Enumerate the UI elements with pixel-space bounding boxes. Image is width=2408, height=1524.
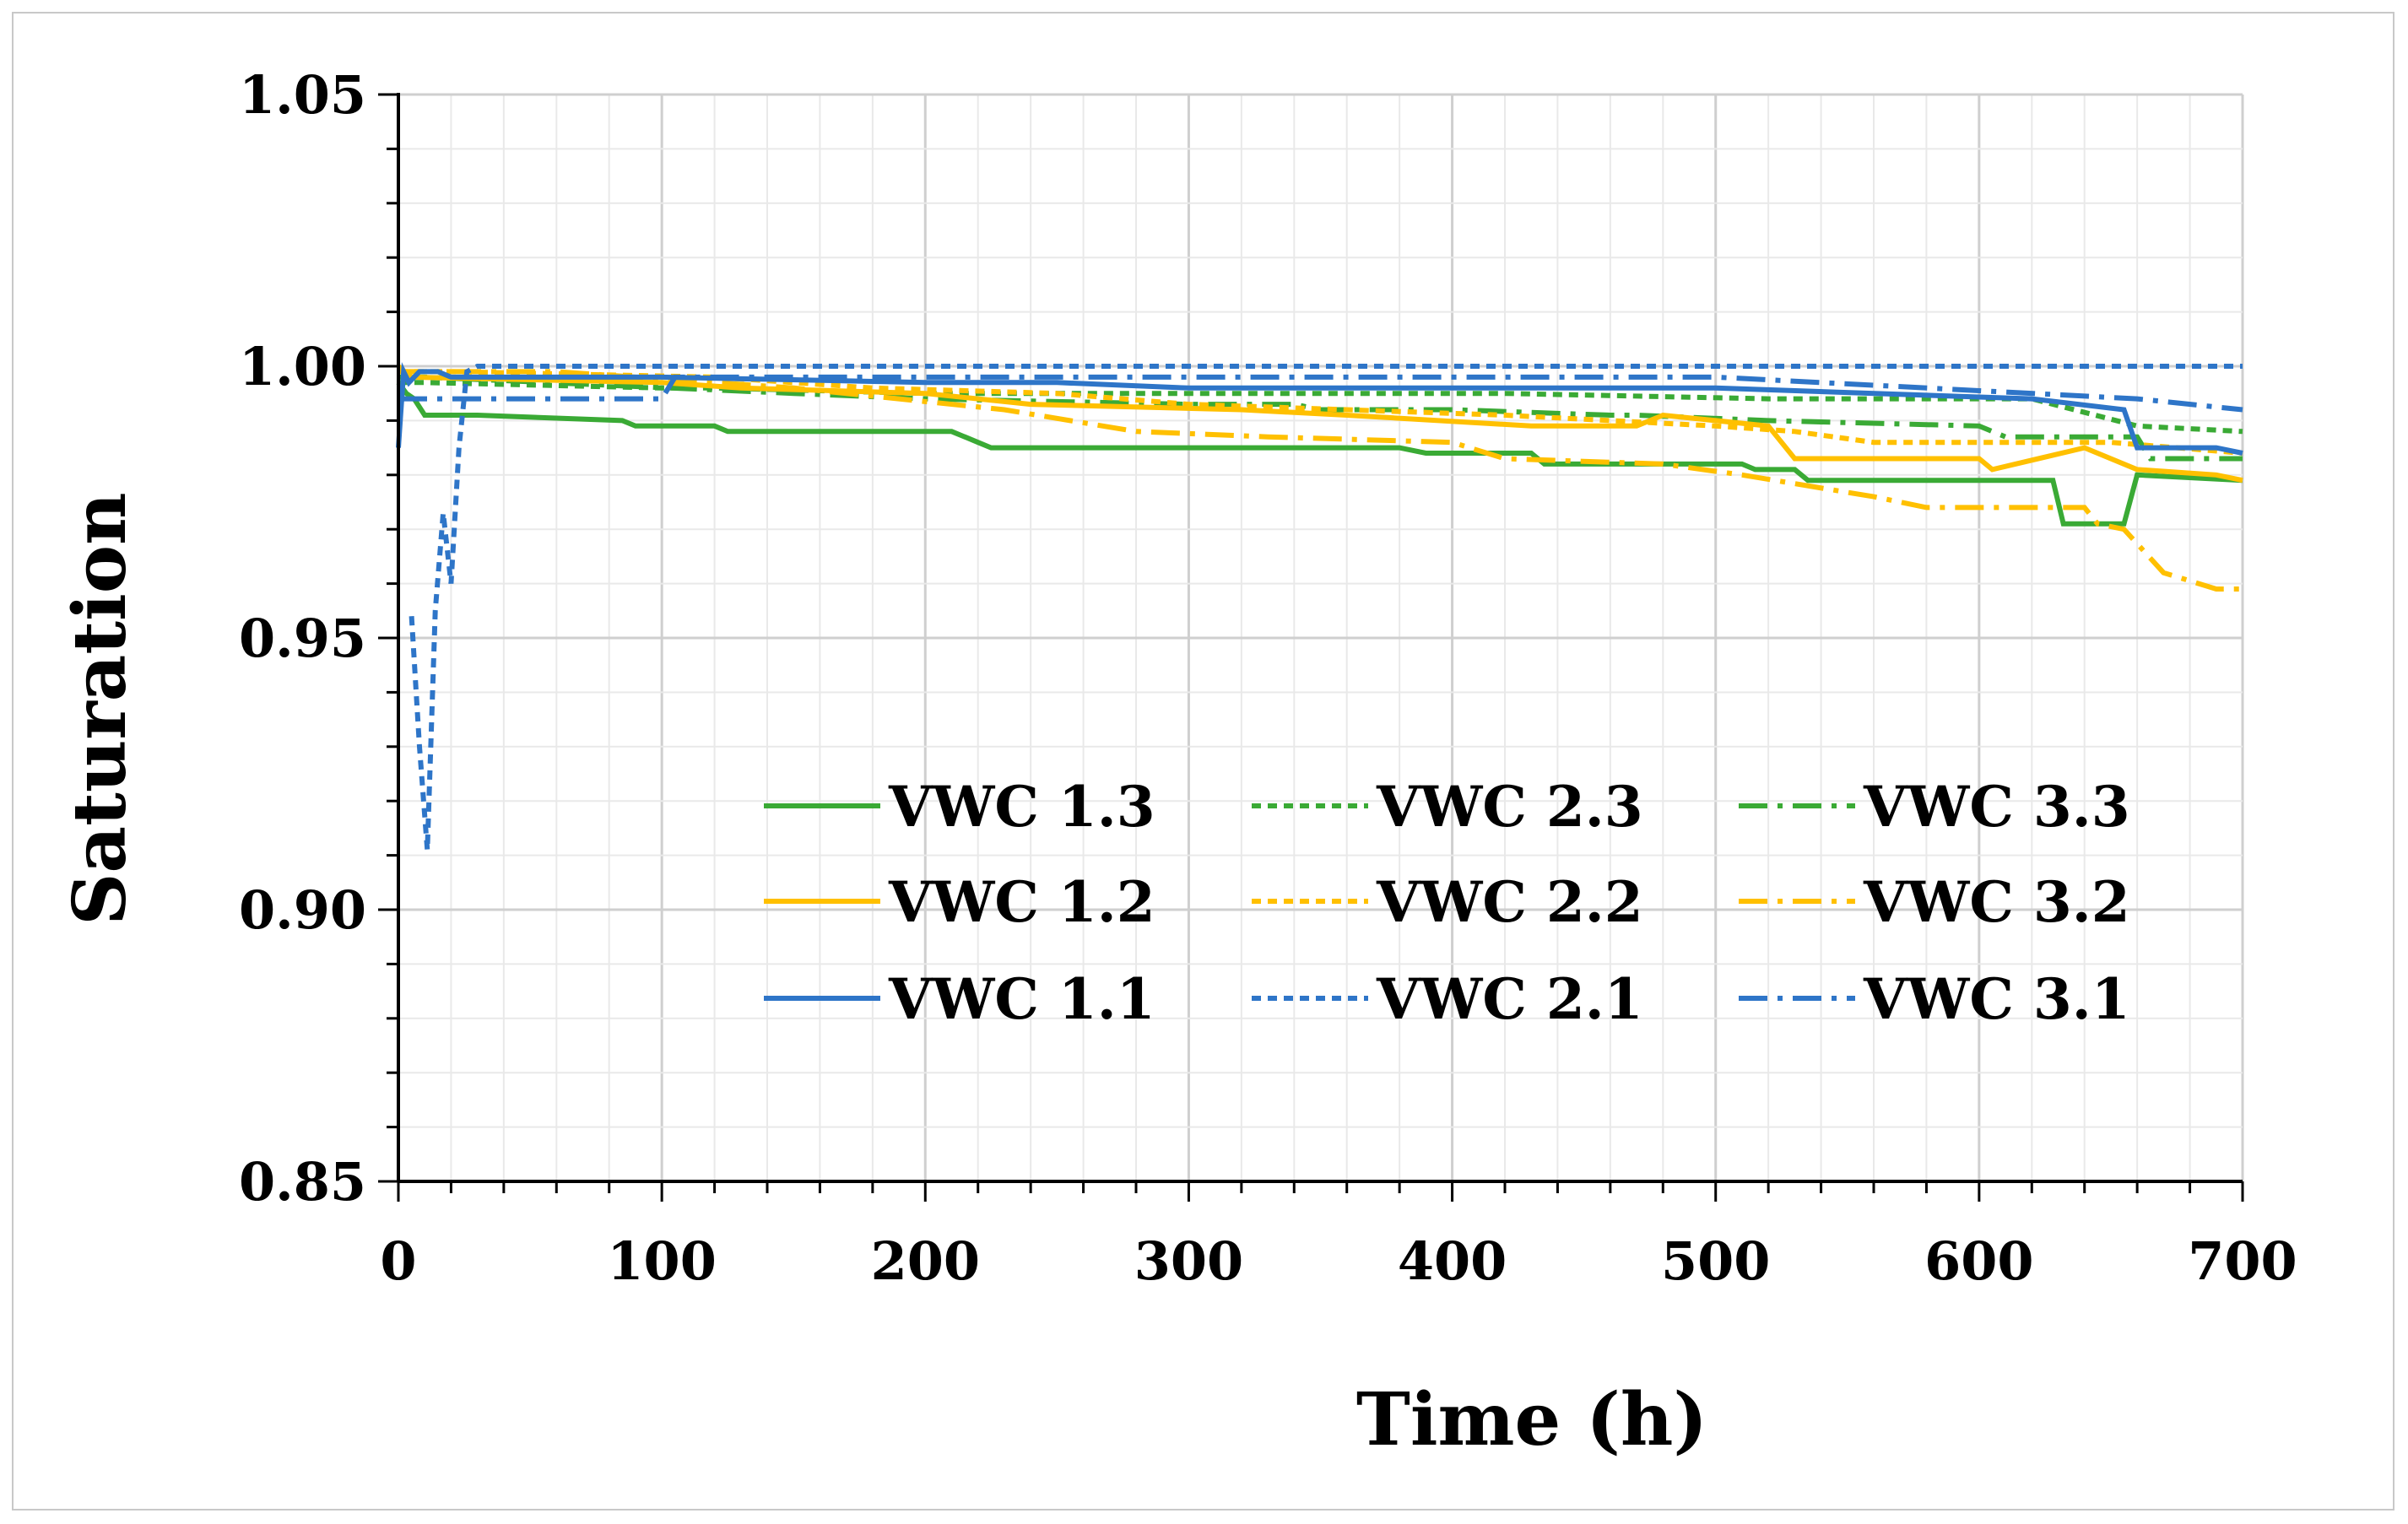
legend: VWC 1.3 VWC 2.3 VWC 3.3 VWC 1.2 VWC 2.2 VWC 3… <box>764 774 2130 1032</box>
x-tick-label: 0 <box>380 1230 416 1292</box>
y-tick-label: 1.00 <box>239 336 366 397</box>
series-line-2-1 <box>409 364 2243 851</box>
legend-label: VWC 3.3 <box>1863 774 2130 840</box>
y-tick-label: 1.05 <box>239 64 366 126</box>
legend-entry: VWC 1.2 <box>764 869 1155 935</box>
legend-label: VWC 3.1 <box>1863 966 2130 1032</box>
legend-label: VWC 3.2 <box>1863 869 2130 935</box>
x-axis-title: Time (h) <box>1356 1377 1707 1462</box>
x-tick-label: 100 <box>607 1230 716 1292</box>
legend-label: VWC 2.3 <box>1376 774 1643 840</box>
legend-entry: VWC 2.1 <box>1252 966 1643 1032</box>
chart-frame <box>12 12 2394 1510</box>
y-tick-label: 0.85 <box>239 1151 366 1213</box>
legend-label: VWC 2.2 <box>1376 869 1643 935</box>
series-lines <box>396 362 2243 851</box>
legend-label: VWC 1.3 <box>888 774 1155 840</box>
series-line-3-2 <box>398 369 2243 592</box>
x-tick-label: 500 <box>1661 1230 1770 1292</box>
series-line-2-2 <box>398 369 2243 456</box>
series-line-1-1 <box>396 362 2243 456</box>
legend-entry: VWC 3.2 <box>1739 869 2130 935</box>
legend-entry: VWC 1.3 <box>764 774 1155 840</box>
y-tick-label: 0.90 <box>239 879 366 941</box>
series-line-1-3 <box>396 381 2243 527</box>
x-tick-label: 400 <box>1398 1230 1507 1292</box>
legend-entry: VWC 2.3 <box>1252 774 1643 840</box>
legend-entry: VWC 3.1 <box>1739 966 2130 1032</box>
series-line-3-3 <box>398 374 2243 462</box>
x-tick-label: 300 <box>1134 1230 1243 1292</box>
legend-label: VWC 2.1 <box>1376 966 1643 1032</box>
legend-label: VWC 1.2 <box>888 869 1155 935</box>
legend-entry: VWC 1.1 <box>764 966 1155 1032</box>
legend-label: VWC 1.1 <box>888 966 1155 1032</box>
y-axis-title: Saturation <box>57 492 143 925</box>
series-line-1-2 <box>397 364 2243 484</box>
x-tick-label: 700 <box>2188 1230 2297 1292</box>
x-tick-label: 600 <box>1924 1230 2033 1292</box>
legend-entry: VWC 3.3 <box>1739 774 2130 840</box>
legend-entry: VWC 2.2 <box>1252 869 1643 935</box>
axes <box>378 93 2244 1202</box>
tick-labels: 0 100 200 300 400 500 600 700 0.85 0.90 0.95 1.00 1.… <box>239 64 2297 1292</box>
x-tick-label: 200 <box>871 1230 980 1292</box>
y-tick-label: 0.95 <box>239 608 366 669</box>
